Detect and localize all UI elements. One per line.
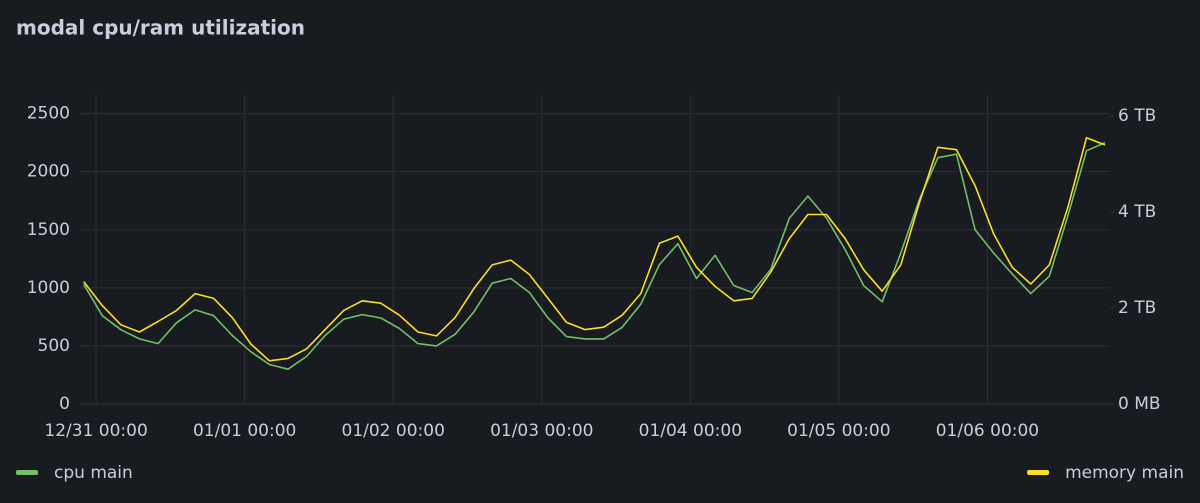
x-tick-label: 12/31 00:00 [44,421,147,441]
y2-tick-label: 0 MB [1118,394,1161,414]
series-line [83,141,1106,370]
x-tick-label: 01/03 00:00 [490,421,593,441]
y2-tick-label: 4 TB [1118,202,1156,222]
y-tick-label: 0 [59,394,70,414]
y-tick-label: 2000 [27,162,70,182]
y-tick-label: 500 [38,336,70,356]
x-tick-label: 01/04 00:00 [639,421,742,441]
series-line [83,136,1106,362]
y2-tick-label: 2 TB [1118,298,1156,318]
x-tick-label: 01/05 00:00 [787,421,890,441]
x-tick-label: 01/02 00:00 [342,421,445,441]
legend-label: memory main [1065,463,1184,483]
y2-tick-label: 6 TB [1118,106,1156,126]
legend-label: cpu main [54,463,133,483]
chart-title: modal cpu/ram utilization [16,16,305,40]
y-tick-label: 1000 [27,278,70,298]
x-tick-label: 01/01 00:00 [193,421,296,441]
x-tick-label: 01/06 00:00 [936,421,1039,441]
legend-swatch [16,470,38,475]
legend-swatch [1027,470,1050,475]
y-tick-label: 2500 [27,104,70,124]
y-tick-label: 1500 [27,220,70,240]
